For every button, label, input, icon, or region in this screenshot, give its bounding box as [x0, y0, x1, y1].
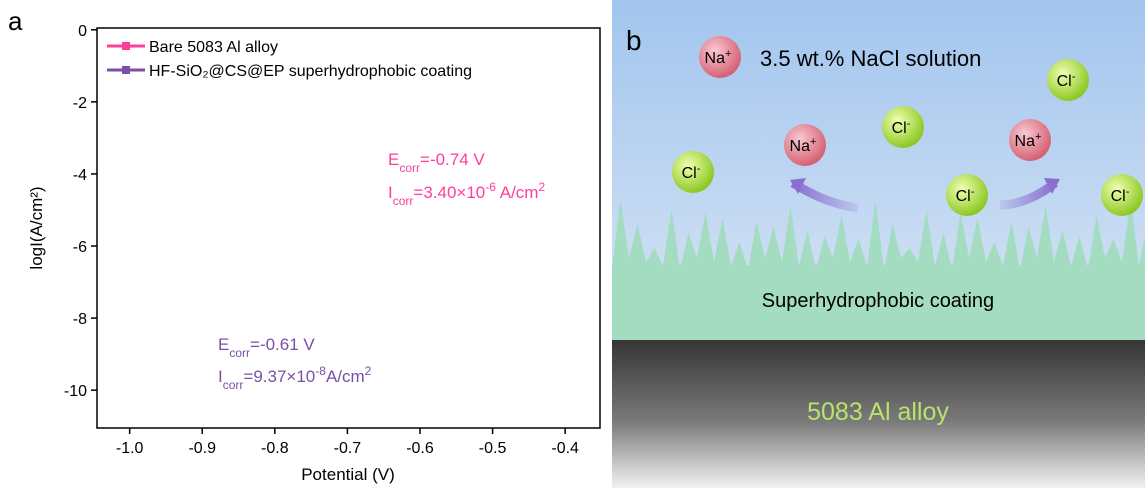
substrate: [612, 340, 1145, 488]
y-tick-label: -2: [73, 95, 87, 112]
arrow-head: [1044, 178, 1060, 194]
ion-label: Cl-: [956, 186, 975, 205]
y-tick-label: -10: [64, 383, 87, 400]
annotation-part: E: [388, 150, 399, 169]
annotation: Ecorr=-0.74 V: [388, 150, 485, 175]
ion: [672, 151, 714, 193]
ion-label: Na+: [705, 48, 732, 67]
annotation-part: A/cm: [326, 367, 365, 386]
ion-symbol: Cl: [892, 120, 907, 137]
ion: [784, 124, 826, 166]
diagram-panel: b 3.5 wt.% NaCl solution Superhydrophobi…: [612, 0, 1145, 488]
y-tick-label: -6: [73, 239, 87, 256]
x-tick-label: -0.6: [406, 440, 434, 457]
annotation-part: E: [218, 335, 229, 354]
ion-charge: -: [1072, 71, 1076, 83]
annotation-part: -6: [485, 180, 496, 194]
chart-panel: a Potential (V) logI(A/cm²) -1.0 -0.9 -0.8…: [8, 6, 601, 484]
annotation-part: corr: [229, 346, 250, 360]
annotation-part: =9.37×10: [243, 367, 315, 386]
ion-symbol: Na: [1015, 133, 1036, 150]
ion-charge: +: [810, 136, 816, 148]
annotation-part: corr: [223, 378, 244, 392]
coating-label: Superhydrophobic coating: [762, 290, 994, 312]
x-tick-label: -0.9: [188, 440, 216, 457]
ion-symbol: Cl: [1111, 188, 1126, 205]
annotation-part: 2: [538, 180, 545, 194]
x-tick-label: -0.8: [261, 440, 289, 457]
legend-marker: [122, 66, 130, 74]
annotation-part: =-0.74 V: [420, 150, 485, 169]
panel-label: b: [626, 25, 642, 56]
ion-symbol: Cl: [682, 165, 697, 182]
annotation-part: =3.40×10: [413, 183, 485, 202]
ion: [699, 36, 741, 78]
ion-charge: -: [697, 163, 701, 175]
ion-label: Cl-: [682, 163, 701, 182]
annotation-part: =-0.61 V: [250, 335, 315, 354]
ion-label: Cl-: [1111, 186, 1130, 205]
ion-symbol: Na: [705, 50, 726, 67]
ion-charge: +: [725, 48, 731, 60]
x-tick-label: -0.5: [479, 440, 507, 457]
annotation-part: corr: [393, 194, 414, 208]
ion-charge: +: [1035, 131, 1041, 143]
ion: [1047, 59, 1089, 101]
coating-layer: [612, 265, 1145, 341]
y-tick-label: -4: [73, 167, 87, 184]
annotation-part: I: [218, 367, 223, 386]
ion: [1101, 174, 1143, 216]
ion-label: Cl-: [892, 118, 911, 137]
x-axis-label: Potential (V): [301, 465, 395, 484]
annotation: Icorr=9.37×10-8A/cm2: [218, 364, 372, 392]
ion: [1009, 119, 1051, 161]
panel-label: a: [8, 6, 23, 36]
y-axis-label: logI(A/cm²): [27, 186, 46, 269]
annotation: Icorr=3.40×10-6 A/cm2: [388, 180, 545, 208]
legend-label: Bare 5083 Al alloy: [149, 39, 278, 56]
arrow-head: [790, 178, 806, 194]
annotation-part: 2: [365, 364, 372, 378]
ion-charge: -: [1126, 186, 1130, 198]
x-tick-label: -0.7: [334, 440, 362, 457]
ion-label: Cl-: [1057, 71, 1076, 90]
ion-charge: -: [971, 186, 975, 198]
ion-symbol: Na: [790, 138, 811, 155]
coating-surface: [612, 200, 1145, 270]
solution-label: 3.5 wt.% NaCl solution: [760, 46, 981, 71]
ion-label: Na+: [790, 136, 817, 155]
ion-label: Na+: [1015, 131, 1042, 150]
plot-frame: [96, 27, 601, 429]
annotation: Ecorr=-0.61 V: [218, 335, 315, 360]
ion-charge: -: [907, 118, 911, 130]
annotation-part: I: [388, 183, 393, 202]
x-tick-label: -1.0: [116, 440, 144, 457]
legend-label: HF-SiO₂@CS@EP superhydrophobic coating: [149, 63, 472, 80]
substrate-label: 5083 Al alloy: [807, 398, 949, 426]
ion: [946, 174, 988, 216]
x-tick-label: -0.4: [551, 440, 579, 457]
ion-symbol: Cl: [1057, 73, 1072, 90]
y-tick-label: 0: [78, 23, 87, 40]
y-tick-label: -8: [73, 311, 87, 328]
annotation-part: -8: [315, 364, 326, 378]
legend-marker: [122, 42, 130, 50]
annotation-part: corr: [399, 161, 420, 175]
ion: [882, 106, 924, 148]
annotation-part: A/cm: [496, 183, 539, 202]
ion-symbol: Cl: [956, 188, 971, 205]
